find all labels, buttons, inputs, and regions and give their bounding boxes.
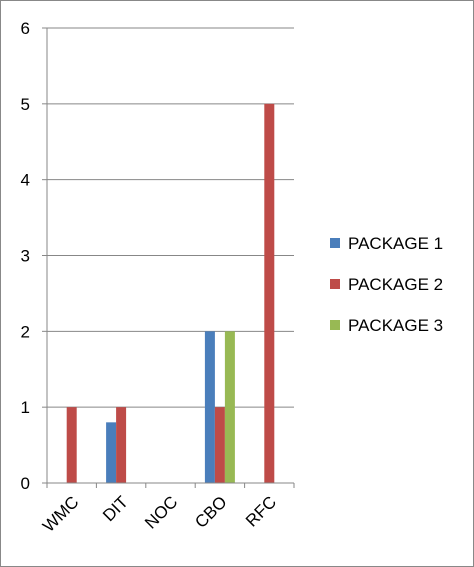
- legend-swatch: [330, 279, 340, 289]
- bar-package-2-rfc: [264, 103, 275, 483]
- legend-label: PACKAGE 2: [348, 275, 443, 294]
- y-tick-label: 3: [21, 247, 30, 266]
- y-tick-label: 1: [21, 398, 30, 417]
- y-tick-label: 0: [21, 474, 30, 493]
- bar-package-3-cbo: [224, 331, 235, 483]
- y-tick-label: 5: [21, 95, 30, 114]
- legend-label: PACKAGE 3: [348, 316, 443, 335]
- x-category-label: DIT: [99, 492, 132, 525]
- legend-swatch: [330, 238, 340, 248]
- y-tick-label: 2: [21, 322, 30, 341]
- bars: [66, 103, 275, 483]
- x-category-label: RFC: [242, 492, 280, 530]
- x-category-label: WMC: [39, 492, 82, 535]
- legend-label: PACKAGE 1: [348, 234, 443, 253]
- bar-package-2-dit: [116, 407, 127, 483]
- gridlines: [47, 27, 294, 408]
- legend: PACKAGE 1 PACKAGE 2 PACKAGE 3: [330, 234, 443, 335]
- y-tick-label: 4: [21, 171, 30, 190]
- tick-labels: 0 1 2 3 4 5 6 WMC DIT NOC CBO RFC: [21, 19, 281, 536]
- bar-package-1-cbo: [204, 331, 215, 483]
- x-category-label: CBO: [191, 492, 230, 531]
- bar-package-2-wmc: [66, 407, 77, 483]
- y-tick-label: 6: [21, 19, 30, 38]
- bar-package-2-cbo: [214, 407, 225, 483]
- axes: [42, 27, 295, 488]
- x-category-label: NOC: [141, 492, 181, 532]
- bar-package-1-dit: [106, 422, 117, 483]
- legend-swatch: [330, 320, 340, 330]
